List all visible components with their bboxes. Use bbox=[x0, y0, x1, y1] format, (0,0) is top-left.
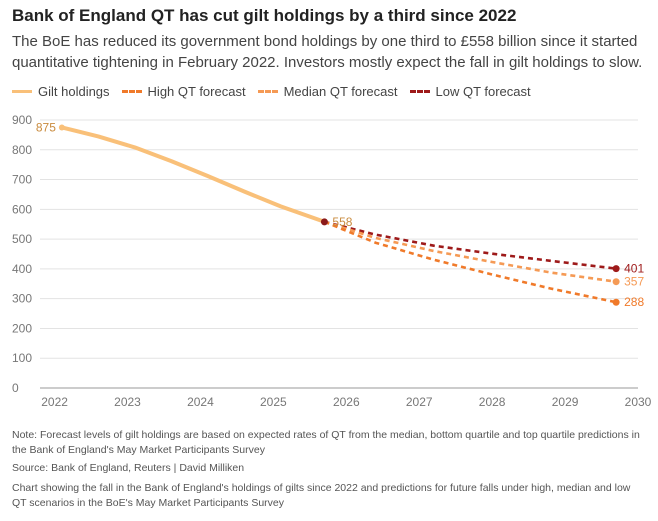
y-tick-label: 700 bbox=[12, 173, 32, 187]
legend-label-high-qt: High QT forecast bbox=[147, 84, 246, 99]
x-tick-label: 2030 bbox=[625, 395, 652, 409]
line-chart: 0 100 200 300 400 500 600 700 800 900 2022 2023 2024… bbox=[12, 113, 652, 409]
data-label: 401 bbox=[624, 262, 644, 276]
legend-swatch-high-qt bbox=[121, 90, 142, 93]
data-label-bg bbox=[31, 120, 58, 135]
y-tick-label: 500 bbox=[12, 232, 32, 246]
point-marker bbox=[58, 124, 65, 131]
legend-item-gilt-holdings: Gilt holdings bbox=[12, 84, 110, 99]
y-tick-label: 900 bbox=[12, 113, 32, 127]
y-tick-label: 400 bbox=[12, 262, 32, 276]
y-tick-label: 200 bbox=[12, 321, 32, 335]
data-label: 288 bbox=[624, 295, 644, 309]
chart-subtitle: The BoE has reduced its government bond … bbox=[12, 33, 643, 71]
x-tick-label: 2027 bbox=[406, 395, 433, 409]
point-marker bbox=[612, 265, 620, 273]
chart-source: Source: Bank of England, Reuters | David… bbox=[12, 462, 245, 474]
x-tick-label: 2029 bbox=[552, 395, 579, 409]
series-line-low-qt-forecast bbox=[324, 220, 617, 270]
x-tick-label: 2024 bbox=[187, 395, 214, 409]
legend-item-high-qt: High QT forecast bbox=[121, 84, 246, 99]
x-tick-label: 2026 bbox=[333, 395, 360, 409]
chart-title: Bank of England QT has cut gilt holdings… bbox=[12, 6, 517, 25]
legend-swatch-gilt-holdings bbox=[12, 90, 32, 93]
data-label: 558 bbox=[332, 215, 352, 229]
x-tick-label: 2022 bbox=[41, 395, 68, 409]
legend-item-low-qt: Low QT forecast bbox=[409, 84, 531, 99]
y-tick-label: 800 bbox=[12, 143, 32, 157]
legend: Gilt holdings High QT forecast Median QT… bbox=[12, 84, 543, 99]
chart-description: Chart showing the fall in the Bank of En… bbox=[12, 482, 631, 509]
x-tick-label: 2023 bbox=[114, 395, 141, 409]
legend-swatch-median-qt bbox=[257, 90, 278, 93]
legend-swatch-low-qt bbox=[409, 90, 430, 93]
y-tick-label: 100 bbox=[12, 351, 32, 365]
legend-label-median-qt: Median QT forecast bbox=[283, 84, 398, 99]
legend-label-low-qt: Low QT forecast bbox=[435, 84, 531, 99]
data-label: 875 bbox=[36, 120, 56, 134]
data-label: 357 bbox=[624, 275, 644, 289]
y-tick-label: 0 bbox=[12, 381, 19, 395]
series-line-median-qt-forecast bbox=[324, 220, 617, 283]
x-tick-label: 2025 bbox=[260, 395, 287, 409]
legend-label-gilt-holdings: Gilt holdings bbox=[38, 84, 110, 99]
y-tick-label: 600 bbox=[12, 202, 32, 216]
point-marker bbox=[612, 278, 620, 286]
series-line-gilt-holdings bbox=[59, 125, 327, 224]
point-marker bbox=[612, 298, 620, 306]
series-line-high-qt-forecast bbox=[323, 220, 617, 304]
x-tick-label: 2028 bbox=[479, 395, 506, 409]
y-tick-label: 300 bbox=[12, 292, 32, 306]
chart-note: Note: Forecast levels of gilt holdings a… bbox=[12, 429, 640, 456]
legend-item-median-qt: Median QT forecast bbox=[257, 84, 398, 99]
point-marker bbox=[320, 218, 328, 226]
